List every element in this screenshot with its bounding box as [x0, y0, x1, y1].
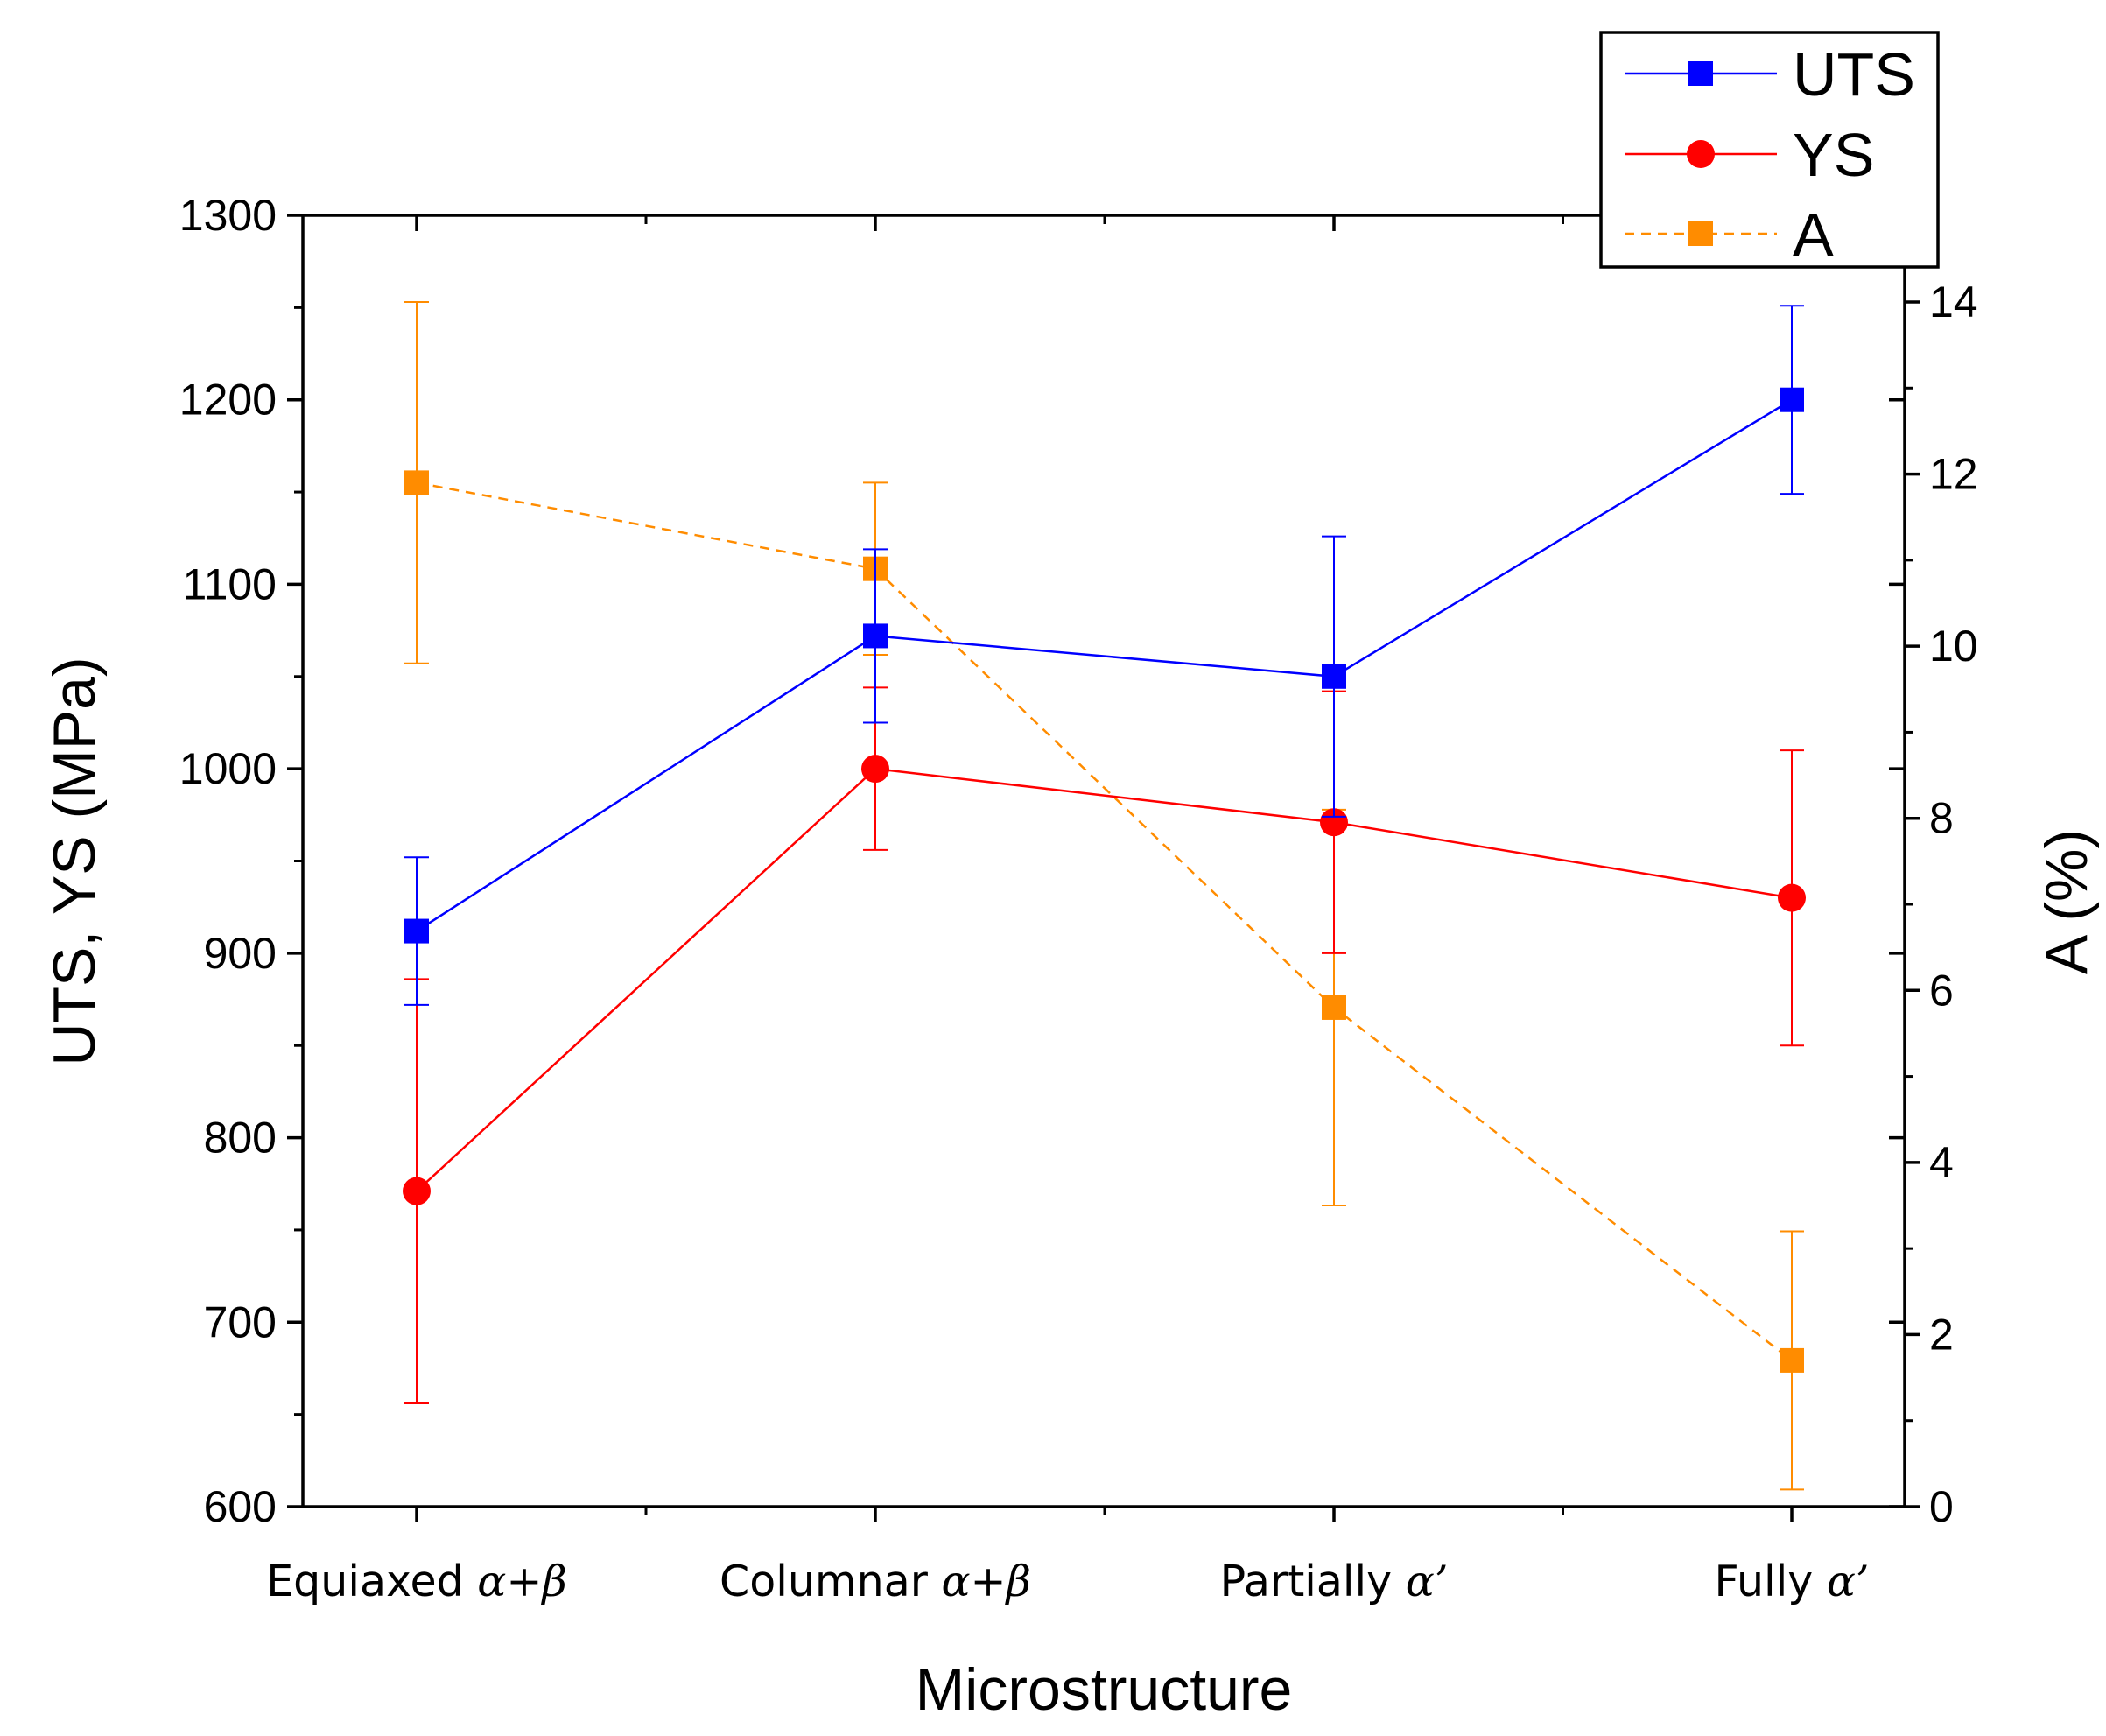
- category-label-greek: α+β: [941, 1557, 1030, 1606]
- legend: UTS YS A: [1599, 31, 1940, 269]
- y-left-tick-label: 900: [204, 929, 277, 978]
- uts-line: [416, 398, 1793, 932]
- category-label-greek: α’: [1406, 1557, 1449, 1606]
- legend-uts-marker: [1688, 61, 1713, 86]
- axis-tick-labels: 600 700 800 900 1000 1100 1200 1300 0 2 4 6 8 10 12 14 E…: [179, 191, 1978, 1606]
- uts-point: [1780, 387, 1804, 412]
- legend-a-marker: [1688, 221, 1713, 246]
- category-label-fully: Fully α’: [1714, 1557, 1869, 1606]
- y-right-tick-label: 8: [1929, 794, 1954, 843]
- y-left-tick-label: 800: [204, 1114, 277, 1163]
- y-right-tick-label: 6: [1929, 966, 1954, 1015]
- plot-area: [301, 214, 1906, 1508]
- category-label-greek: α+β: [477, 1557, 566, 1606]
- y-right-tick-label: 2: [1929, 1310, 1954, 1359]
- y-left-tick-label: 1300: [179, 191, 277, 240]
- ys-point: [861, 755, 889, 784]
- ys-point: [403, 1177, 431, 1205]
- y-left-tick-label: 1200: [179, 376, 277, 425]
- series-layer: [403, 301, 1806, 1491]
- a-line: [416, 481, 1793, 1361]
- ys-point: [1778, 883, 1806, 912]
- y-right-tick-label: 12: [1929, 450, 1978, 499]
- series-uts: [404, 305, 1804, 1006]
- y-left-tick-label: 700: [204, 1297, 277, 1346]
- y-right-tick-label: 0: [1929, 1482, 1954, 1531]
- category-label-text: Equiaxed: [266, 1557, 477, 1606]
- a-point: [404, 470, 429, 495]
- a-point: [1780, 1347, 1804, 1373]
- category-label-text: Columnar: [720, 1557, 941, 1606]
- y-right-tick-label: 4: [1929, 1138, 1954, 1187]
- axis-ticks: [287, 214, 1920, 1522]
- series-a: [404, 301, 1804, 1491]
- y-left-tick-label: 600: [204, 1482, 277, 1531]
- category-label-text: Partially: [1220, 1557, 1406, 1606]
- legend-ys-marker: [1687, 140, 1715, 168]
- ys-point: [1320, 808, 1348, 837]
- a-point: [1322, 995, 1346, 1020]
- legend-box: [1599, 31, 1940, 269]
- uts-point: [863, 623, 888, 649]
- category-label-equiaxed: Equiaxed α+β: [266, 1557, 567, 1606]
- legend-a-label: A: [1793, 200, 1834, 269]
- legend-uts-label: UTS: [1793, 40, 1915, 109]
- y-axis-title-right: A (%): [2033, 829, 2100, 974]
- legend-ys-label: YS: [1793, 121, 1874, 189]
- plot-frame: [301, 214, 1906, 1508]
- series-ys: [403, 686, 1806, 1404]
- y-left-tick-label: 1000: [179, 744, 277, 793]
- y-axis-title-left: UTS, YS (MPa): [41, 657, 108, 1065]
- y-right-tick-label: 14: [1929, 278, 1978, 327]
- ys-line: [416, 767, 1793, 1192]
- category-label-partially: Partially α’: [1220, 1557, 1449, 1606]
- y-left-tick-label: 1100: [182, 559, 277, 608]
- category-label-greek: α’: [1827, 1557, 1870, 1606]
- x-axis-title: Microstructure: [916, 1656, 1293, 1723]
- uts-point: [404, 918, 429, 944]
- uts-point: [1322, 664, 1346, 689]
- category-label-columnar: Columnar α+β: [720, 1557, 1031, 1606]
- category-label-text: Fully: [1714, 1557, 1826, 1606]
- y-right-tick-label: 10: [1929, 622, 1978, 671]
